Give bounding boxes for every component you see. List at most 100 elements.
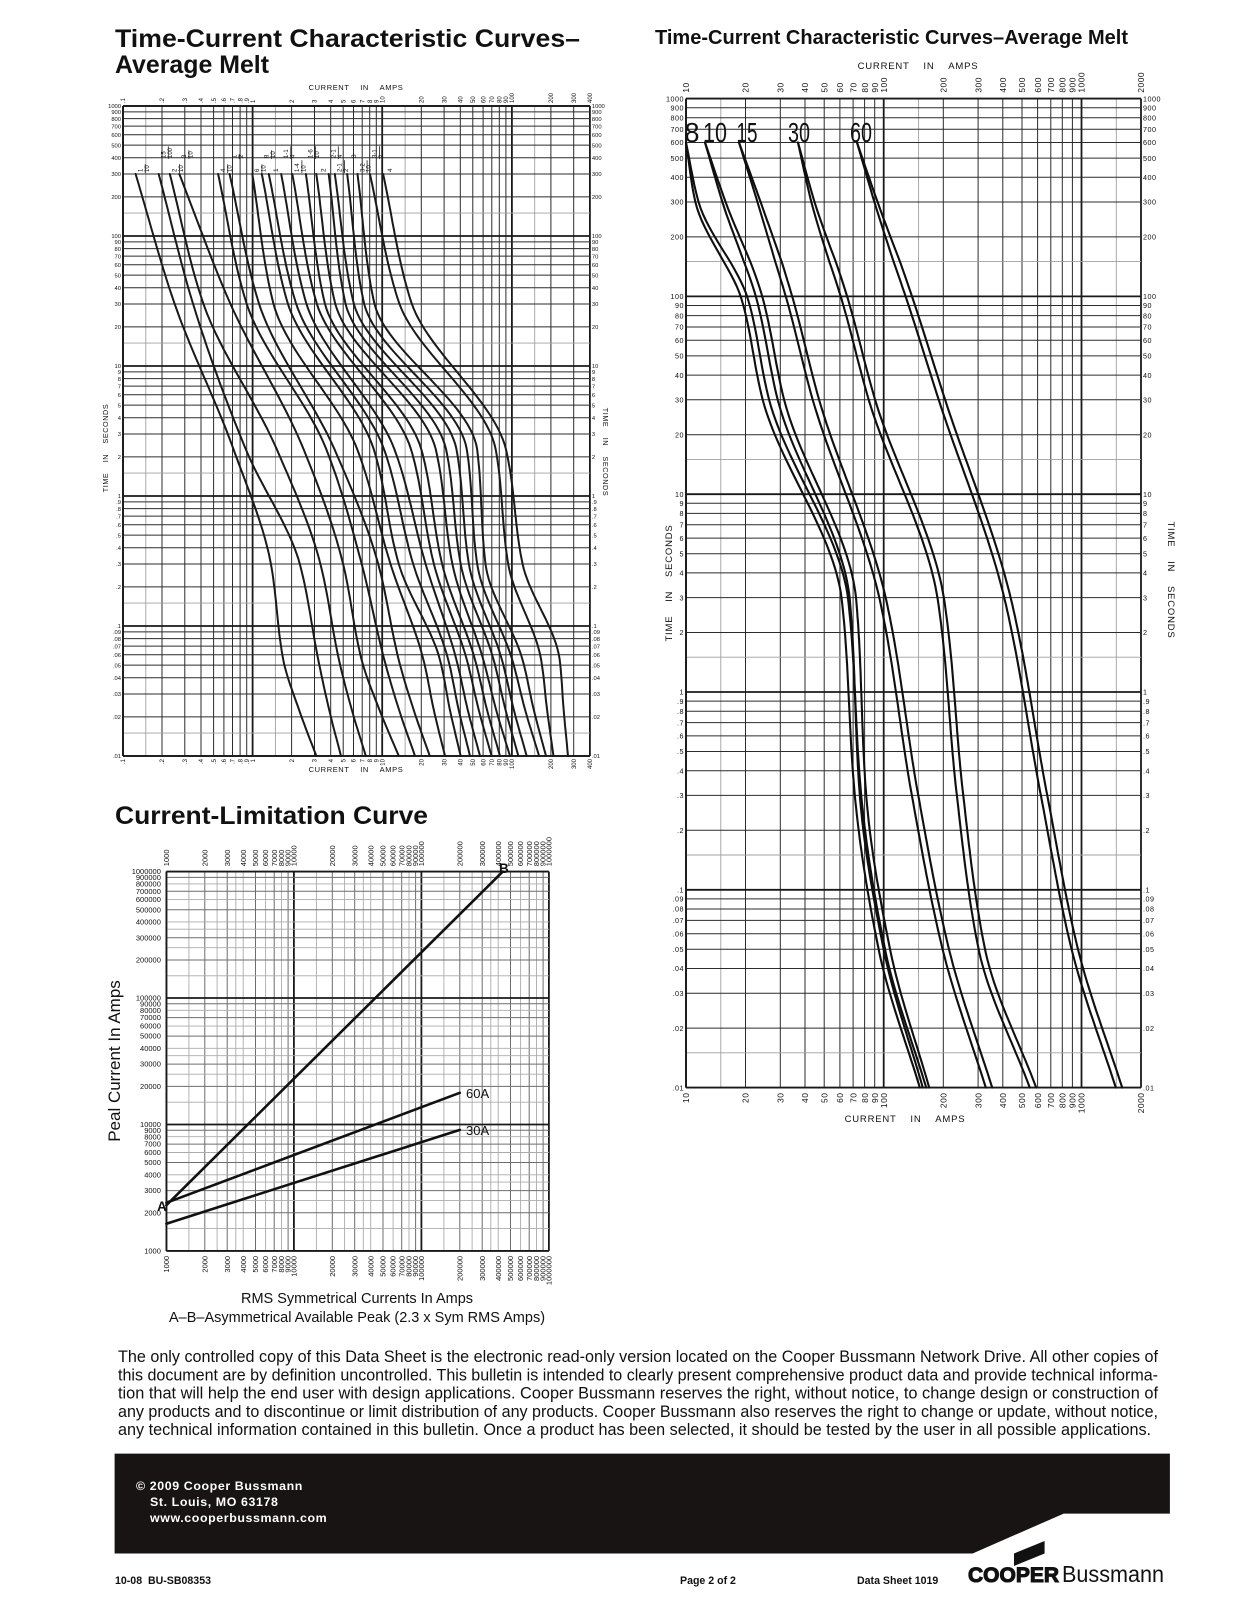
svg-text:The only controlled copy of th: The only controlled copy of this Data Sh… xyxy=(118,1348,1158,1366)
svg-text:.06: .06 xyxy=(1143,929,1155,938)
svg-text:300: 300 xyxy=(572,92,578,103)
svg-text:90000: 90000 xyxy=(411,1256,420,1277)
svg-text:.03: .03 xyxy=(673,989,685,998)
svg-text:400000: 400000 xyxy=(494,841,503,866)
svg-text:7000: 7000 xyxy=(270,850,279,867)
svg-text:.1: .1 xyxy=(677,886,684,895)
svg-text:600: 600 xyxy=(111,133,121,139)
svg-text:80000: 80000 xyxy=(140,1006,161,1015)
svg-text:.8: .8 xyxy=(592,507,597,513)
svg-text:TIME IN SECONDS: TIME IN SECONDS xyxy=(601,408,610,496)
svg-text:400: 400 xyxy=(1143,173,1157,182)
svg-text:80: 80 xyxy=(592,247,598,253)
svg-text:500: 500 xyxy=(671,154,685,163)
svg-text:900: 900 xyxy=(592,110,602,116)
svg-text:6: 6 xyxy=(118,393,121,399)
svg-text:90: 90 xyxy=(504,758,510,765)
svg-text:800: 800 xyxy=(111,117,121,123)
svg-text:7: 7 xyxy=(592,384,595,390)
svg-text:.03: .03 xyxy=(592,692,600,698)
svg-text:200: 200 xyxy=(549,758,555,769)
svg-text:.05: .05 xyxy=(673,945,685,954)
svg-text:TIME IN SECONDS: TIME IN SECONDS xyxy=(1165,521,1176,638)
svg-text:500000: 500000 xyxy=(506,1256,515,1281)
svg-text:.08: .08 xyxy=(592,637,600,643)
svg-text:.6: .6 xyxy=(592,523,597,529)
svg-text:80: 80 xyxy=(115,247,121,253)
svg-text:.5: .5 xyxy=(592,533,597,539)
svg-text:.2: .2 xyxy=(592,585,597,591)
svg-text:this document are by definitio: this document are by definition uncontro… xyxy=(118,1366,1158,1384)
svg-text:.01: .01 xyxy=(1143,1083,1155,1092)
svg-text:Page 2 of 2: Page 2 of 2 xyxy=(680,1575,736,1587)
svg-text:.1: .1 xyxy=(1143,886,1150,895)
svg-text:200000: 200000 xyxy=(455,841,464,866)
svg-text:100000: 100000 xyxy=(417,841,426,866)
svg-text:10: 10 xyxy=(367,165,373,172)
svg-text:7000: 7000 xyxy=(270,1256,279,1273)
svg-text:700: 700 xyxy=(671,125,685,134)
svg-text:1000000: 1000000 xyxy=(545,1256,554,1285)
svg-text:.07: .07 xyxy=(673,916,685,925)
svg-text:700: 700 xyxy=(1046,1093,1056,1108)
svg-text:400: 400 xyxy=(671,173,685,182)
svg-text:20: 20 xyxy=(592,325,598,331)
svg-text:10: 10 xyxy=(380,96,386,103)
svg-text:9: 9 xyxy=(375,99,381,103)
svg-text:.1: .1 xyxy=(116,624,121,630)
svg-text:.8: .8 xyxy=(116,507,121,513)
svg-text:100000: 100000 xyxy=(136,994,161,1003)
svg-text:20000: 20000 xyxy=(328,1256,337,1277)
svg-text:5000: 5000 xyxy=(251,850,260,867)
svg-text:.5: .5 xyxy=(1143,747,1150,756)
svg-text:400: 400 xyxy=(592,156,602,162)
svg-text:.4: .4 xyxy=(592,546,598,552)
svg-text:.9: .9 xyxy=(677,697,684,706)
svg-text:1: 1 xyxy=(592,494,595,500)
svg-text:10: 10 xyxy=(145,165,151,172)
svg-text:.6: .6 xyxy=(677,732,684,741)
svg-text:.8: .8 xyxy=(238,758,244,764)
svg-text:.4: .4 xyxy=(199,97,205,103)
svg-text:30: 30 xyxy=(115,302,121,308)
svg-text:9000: 9000 xyxy=(144,1126,161,1135)
svg-text:900: 900 xyxy=(1068,1093,1078,1108)
svg-text:900000: 900000 xyxy=(539,1256,548,1281)
svg-text:.3: .3 xyxy=(677,791,684,800)
svg-text:.07: .07 xyxy=(1143,916,1155,925)
svg-text:1000: 1000 xyxy=(1077,72,1087,93)
svg-text:.02: .02 xyxy=(592,715,600,721)
svg-text:9000: 9000 xyxy=(284,1256,293,1273)
svg-text:.9: .9 xyxy=(116,500,121,506)
svg-text:50000: 50000 xyxy=(379,1256,388,1277)
svg-text:15: 15 xyxy=(162,151,168,158)
svg-text:8000: 8000 xyxy=(144,1132,161,1141)
svg-text:700000: 700000 xyxy=(525,841,534,866)
svg-text:1000000: 1000000 xyxy=(132,867,161,876)
svg-text:100: 100 xyxy=(510,758,516,769)
svg-text:500: 500 xyxy=(111,143,121,149)
svg-text:70: 70 xyxy=(1143,323,1152,332)
svg-text:400: 400 xyxy=(588,758,594,769)
svg-text:10: 10 xyxy=(681,82,691,92)
svg-text:8: 8 xyxy=(680,509,685,518)
svg-text:60: 60 xyxy=(481,96,487,103)
svg-text:900: 900 xyxy=(1068,77,1078,92)
svg-text:.7: .7 xyxy=(1143,718,1150,727)
svg-text:.09: .09 xyxy=(113,630,121,636)
svg-text:50: 50 xyxy=(471,96,477,103)
svg-text:A–B–Asymmetrical Available Pea: A–B–Asymmetrical Available Peak (2.3 x S… xyxy=(169,1310,545,1326)
svg-text:2000: 2000 xyxy=(144,1208,161,1217)
svg-text:200: 200 xyxy=(549,92,555,103)
svg-text:3000: 3000 xyxy=(223,1256,232,1273)
svg-text:700: 700 xyxy=(1143,125,1157,134)
svg-text:.07: .07 xyxy=(113,644,121,650)
svg-text:3: 3 xyxy=(118,432,121,438)
svg-text:8000: 8000 xyxy=(277,850,286,867)
svg-text:.9: .9 xyxy=(1143,697,1150,706)
svg-text:RMS Symmetrical Currents In Am: RMS Symmetrical Currents In Amps xyxy=(241,1291,473,1307)
svg-text:200: 200 xyxy=(939,1093,949,1108)
svg-text:800000: 800000 xyxy=(532,1256,541,1281)
svg-text:7: 7 xyxy=(1143,521,1148,530)
svg-text:20000: 20000 xyxy=(140,1082,161,1091)
